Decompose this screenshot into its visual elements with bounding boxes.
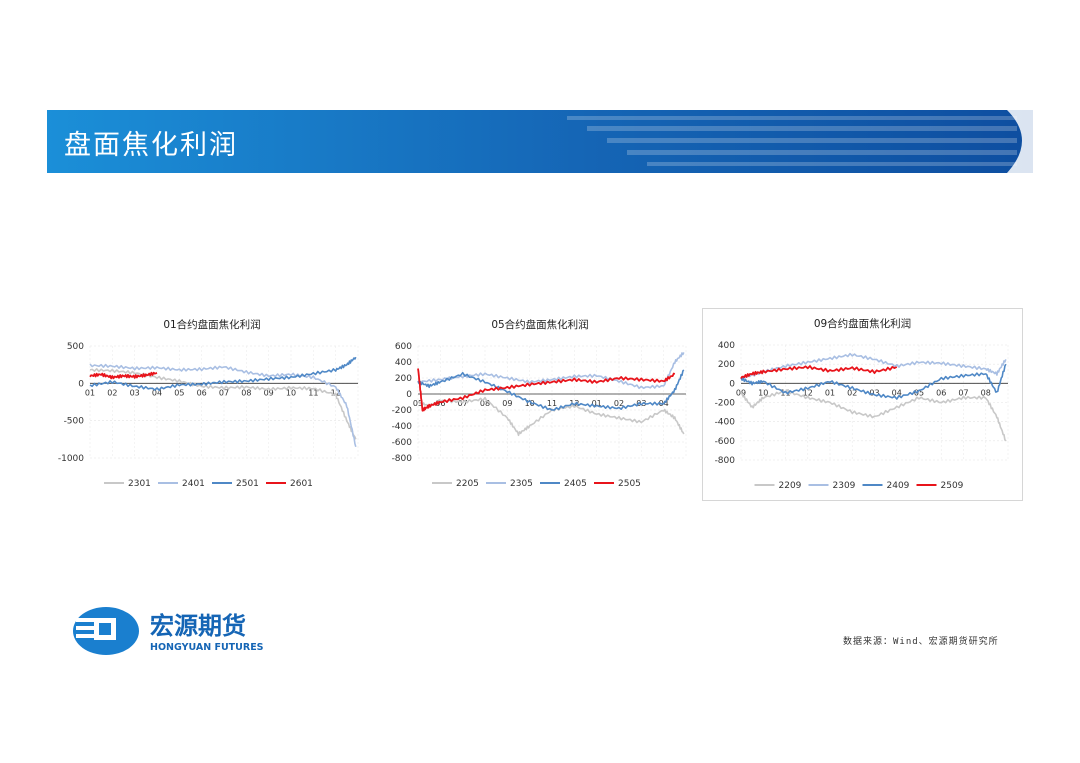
- legend-label: 2501: [236, 479, 259, 489]
- x-tick-label: 07: [219, 388, 229, 397]
- y-tick-label: 200: [718, 360, 735, 370]
- x-tick-label: 11: [308, 388, 318, 397]
- y-tick-label: -200: [392, 406, 413, 416]
- y-tick-label: 0: [78, 379, 84, 389]
- x-tick-label: 11: [547, 399, 557, 408]
- x-tick-label: 08: [981, 388, 991, 397]
- y-tick-label: -800: [392, 454, 413, 464]
- x-tick-label: 01: [825, 388, 835, 397]
- x-tick-label: 07: [958, 388, 968, 397]
- series-line-2401: [89, 363, 357, 448]
- x-tick-label: 08: [480, 399, 490, 408]
- x-tick-label: 01: [592, 399, 602, 408]
- chart-01-contract: 01合约盘面焦化利润 500 0 -500 -1000 01 02 03 04 05 06 07 08 0…: [52, 310, 372, 498]
- series-line-2309: [740, 352, 1007, 380]
- legend-label: 2405: [564, 479, 587, 489]
- y-tick-label: -500: [64, 417, 85, 427]
- series-line-2505: [417, 368, 676, 412]
- legend-label: 2601: [290, 479, 313, 489]
- x-tick-label: 10: [758, 388, 768, 397]
- x-tick-label: 06: [936, 388, 946, 397]
- y-tick-label: -800: [715, 456, 736, 466]
- chart-09-contract: 09合约盘面焦化利润 400 200 0 -200 -400 -600 -800 09 10 11 1…: [702, 308, 1023, 501]
- logo-cn-text: 宏源期货: [150, 612, 246, 640]
- x-tick-label: 10: [286, 388, 296, 397]
- x-tick-label: 06: [197, 388, 207, 397]
- x-tick-label: 03: [869, 388, 879, 397]
- company-logo: 宏源期货 HONGYUAN FUTURES: [73, 607, 264, 655]
- series-line-2405: [417, 369, 685, 411]
- x-tick-label: 02: [107, 388, 117, 397]
- y-tick-label: 400: [395, 358, 412, 368]
- series-line-2409: [740, 363, 1007, 400]
- y-tick-label: 600: [395, 342, 412, 352]
- y-tick-label: -600: [715, 437, 736, 447]
- x-tick-label: 11: [780, 388, 790, 397]
- y-tick-label: -600: [392, 438, 413, 448]
- x-tick-label: 05: [413, 399, 423, 408]
- series-line-2601: [89, 371, 158, 380]
- x-tick-label: 03: [636, 399, 646, 408]
- legend-label: 2301: [128, 479, 151, 489]
- x-tick-label: 09: [736, 388, 746, 397]
- legend-label: 2401: [182, 479, 205, 489]
- x-tick-label: 04: [892, 388, 902, 397]
- legend-label: 2509: [941, 481, 964, 491]
- x-tick-label: 01: [85, 388, 95, 397]
- chart-title: 01合约盘面焦化利润: [163, 318, 260, 331]
- series-line-2501: [89, 356, 357, 391]
- chart-svg: 09合约盘面焦化利润 400 200 0 -200 -400 -600 -800 09 10 11 1…: [715, 317, 1009, 491]
- chart-svg: 01合约盘面焦化利润 500 0 -500 -1000 01 02 03 04 05 06 07 08 0…: [58, 318, 359, 489]
- chart-05-contract: 05合约盘面焦化利润 600 400 200 0 -200 -400 -600 -800 05 06…: [380, 310, 700, 498]
- x-tick-label: 08: [241, 388, 251, 397]
- logo-en-text: HONGYUAN FUTURES: [150, 642, 264, 653]
- legend-label: 2409: [887, 481, 910, 491]
- y-tick-label: -400: [715, 418, 736, 428]
- y-tick-label: -200: [715, 399, 736, 409]
- chart-title: 09合约盘面焦化利润: [814, 317, 911, 330]
- legend-label: 2309: [833, 481, 856, 491]
- y-tick-label: 500: [67, 342, 84, 352]
- series-line-2209: [740, 389, 1007, 442]
- x-tick-label: 02: [614, 399, 624, 408]
- y-tick-label: -1000: [58, 454, 84, 464]
- legend-label: 2209: [779, 481, 802, 491]
- y-tick-label: 200: [395, 374, 412, 384]
- x-tick-label: 05: [914, 388, 924, 397]
- y-tick-label: -400: [392, 422, 413, 432]
- x-tick-label: 12: [569, 399, 579, 408]
- data-source-note: 数据来源：Wind、宏源期货研究所: [843, 637, 999, 647]
- y-tick-label: 0: [729, 379, 735, 389]
- x-tick-label: 09: [502, 399, 512, 408]
- x-tick-label: 04: [152, 388, 162, 397]
- series-line-2301: [89, 368, 357, 440]
- x-tick-label: 05: [174, 388, 184, 397]
- page-title: 盘面焦化利润: [64, 130, 238, 161]
- series-line-2509: [740, 365, 898, 379]
- title-banner: [47, 110, 1033, 173]
- chart-title: 05合约盘面焦化利润: [491, 318, 588, 331]
- x-tick-label: 03: [130, 388, 140, 397]
- legend-label: 2305: [510, 479, 533, 489]
- x-tick-label: 09: [264, 388, 274, 397]
- x-tick-label: 02: [847, 388, 857, 397]
- x-tick-label: 06: [435, 399, 445, 408]
- x-tick-label: 12: [803, 388, 813, 397]
- y-tick-label: 400: [718, 341, 735, 351]
- legend-label: 2505: [618, 479, 641, 489]
- chart-svg: 05合约盘面焦化利润 600 400 200 0 -200 -400 -600 -800 05 06…: [392, 318, 687, 489]
- y-tick-label: 0: [406, 390, 412, 400]
- series-line-2205: [417, 396, 685, 437]
- x-tick-label: 10: [525, 399, 535, 408]
- legend-label: 2205: [456, 479, 479, 489]
- series-line-2305: [417, 352, 685, 390]
